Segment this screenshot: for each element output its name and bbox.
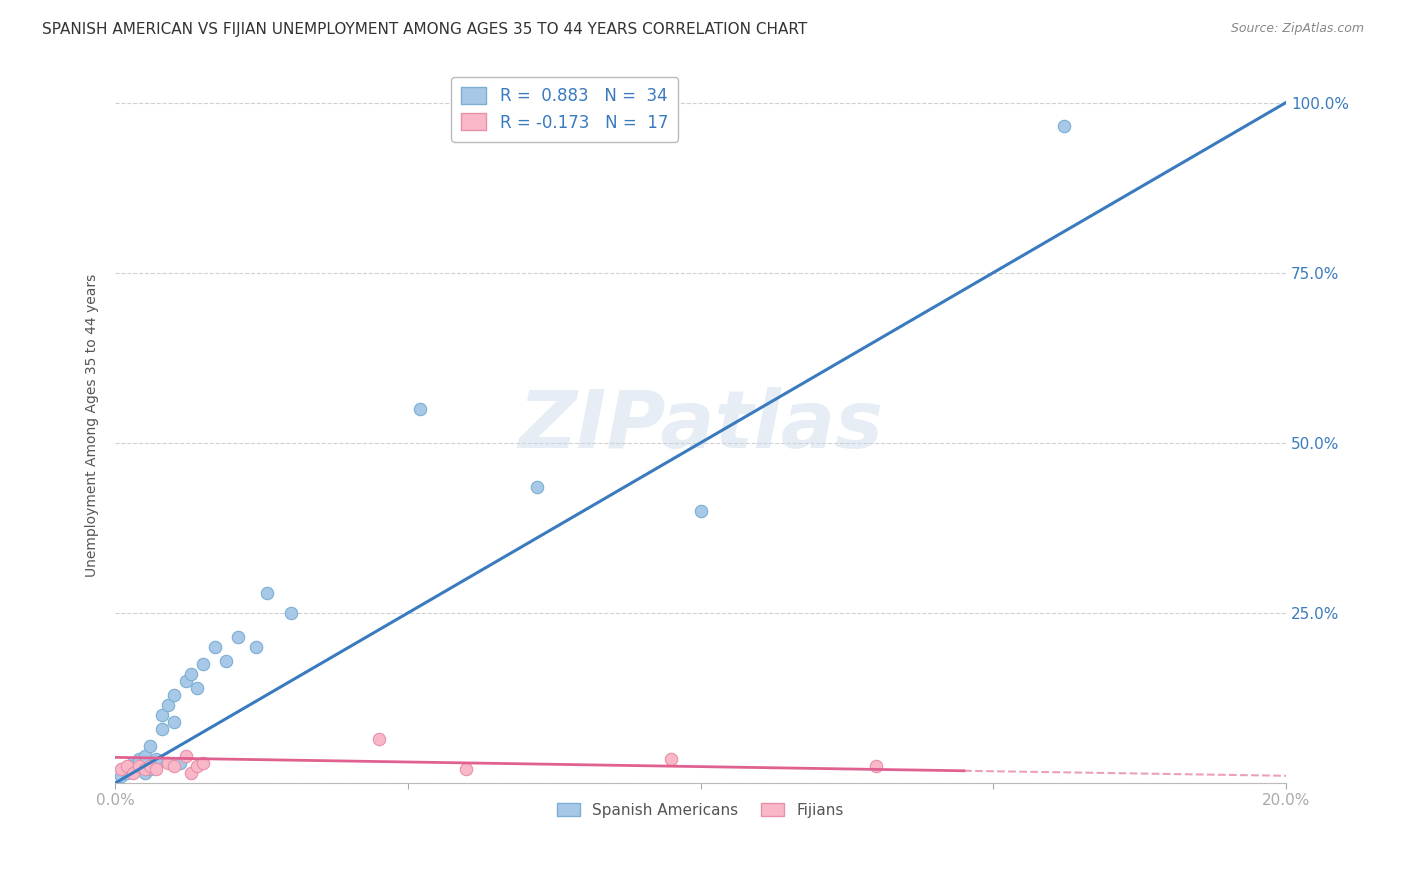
Fijians xyxy=(145,763,167,777)
Fijians xyxy=(456,763,478,777)
Fijians xyxy=(174,748,197,763)
Spanish Americans xyxy=(280,606,302,620)
Fijians xyxy=(163,759,186,773)
Spanish Americans xyxy=(245,640,267,654)
Spanish Americans xyxy=(204,640,226,654)
Spanish Americans xyxy=(134,748,156,763)
Spanish Americans xyxy=(115,765,138,780)
Fijians xyxy=(139,759,162,773)
Spanish Americans xyxy=(150,708,173,723)
Spanish Americans xyxy=(215,654,238,668)
Spanish Americans xyxy=(156,698,179,712)
Spanish Americans xyxy=(139,763,162,777)
Spanish Americans xyxy=(408,401,430,416)
Legend: Spanish Americans, Fijians: Spanish Americans, Fijians xyxy=(550,795,852,825)
Spanish Americans xyxy=(191,657,214,671)
Spanish Americans xyxy=(115,763,138,777)
Spanish Americans xyxy=(186,681,208,695)
Spanish Americans xyxy=(121,759,143,773)
Spanish Americans xyxy=(526,480,548,494)
Spanish Americans xyxy=(180,667,202,681)
Spanish Americans xyxy=(145,759,167,773)
Spanish Americans xyxy=(145,752,167,766)
Fijians xyxy=(121,765,143,780)
Spanish Americans xyxy=(163,688,186,702)
Spanish Americans xyxy=(169,756,191,770)
Text: SPANISH AMERICAN VS FIJIAN UNEMPLOYMENT AMONG AGES 35 TO 44 YEARS CORRELATION CH: SPANISH AMERICAN VS FIJIAN UNEMPLOYMENT … xyxy=(42,22,807,37)
Fijians xyxy=(134,763,156,777)
Spanish Americans xyxy=(163,714,186,729)
Spanish Americans xyxy=(139,739,162,753)
Spanish Americans xyxy=(110,769,132,783)
Spanish Americans xyxy=(174,673,197,688)
Fijians xyxy=(115,759,138,773)
Text: ZIPatlas: ZIPatlas xyxy=(519,387,883,465)
Fijians xyxy=(180,765,202,780)
Fijians xyxy=(191,756,214,770)
Fijians xyxy=(367,731,389,746)
Fijians xyxy=(110,763,132,777)
Fijians xyxy=(156,756,179,770)
Spanish Americans xyxy=(128,763,150,777)
Fijians xyxy=(128,759,150,773)
Spanish Americans xyxy=(121,756,143,770)
Spanish Americans xyxy=(128,752,150,766)
Spanish Americans xyxy=(134,759,156,773)
Fijians xyxy=(865,759,887,773)
Spanish Americans xyxy=(1052,120,1074,134)
Fijians xyxy=(659,752,682,766)
Spanish Americans xyxy=(226,630,249,644)
Spanish Americans xyxy=(689,504,711,518)
Text: Source: ZipAtlas.com: Source: ZipAtlas.com xyxy=(1230,22,1364,36)
Spanish Americans xyxy=(134,765,156,780)
Fijians xyxy=(186,759,208,773)
Spanish Americans xyxy=(150,722,173,736)
Spanish Americans xyxy=(256,585,278,599)
Y-axis label: Unemployment Among Ages 35 to 44 years: Unemployment Among Ages 35 to 44 years xyxy=(86,274,100,577)
